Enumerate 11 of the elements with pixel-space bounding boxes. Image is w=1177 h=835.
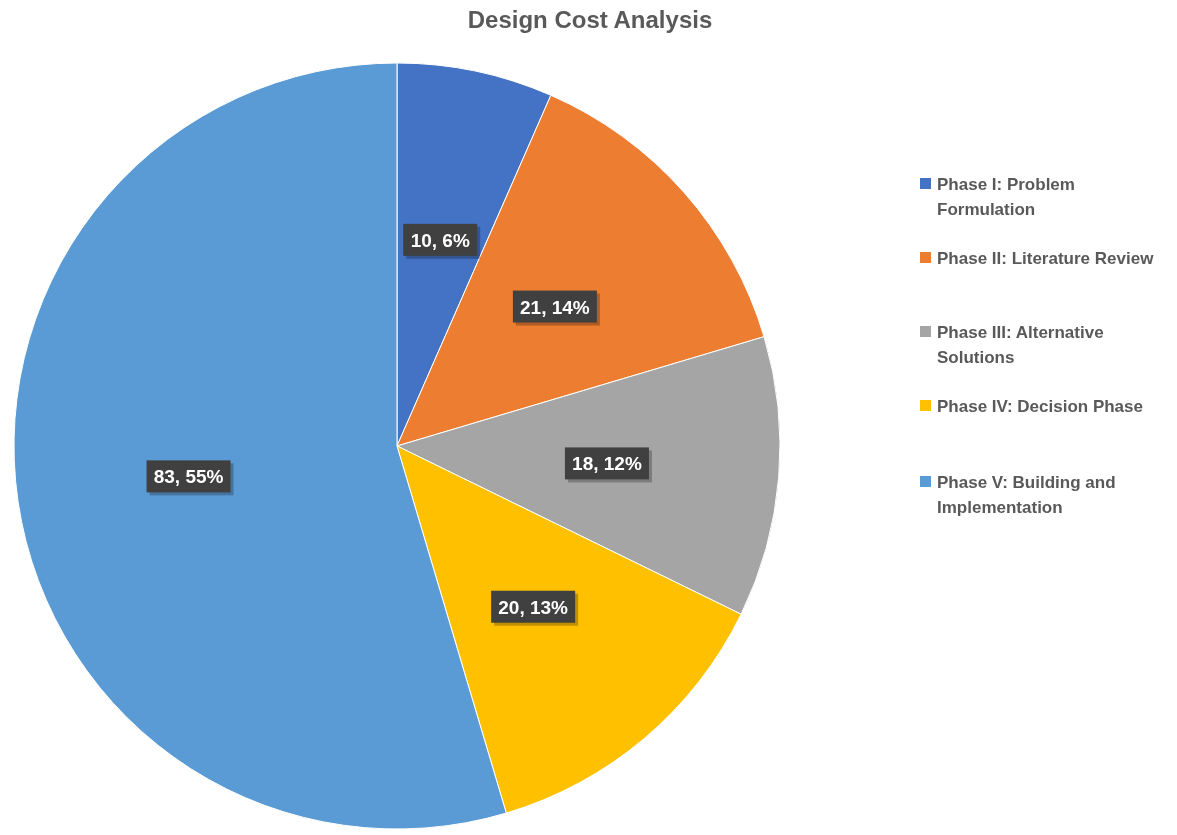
chart-title: Design Cost Analysis	[467, 6, 713, 33]
data-label: 83, 55%	[153, 466, 224, 488]
legend-label: Phase II: Literature Review	[937, 249, 1155, 268]
data-label: 10, 6%	[410, 229, 470, 251]
data-label: 20, 13%	[498, 596, 569, 618]
data-label: 18, 12%	[572, 453, 642, 475]
legend-label: Phase III: Alternative Solutions	[937, 323, 1104, 367]
legend-label: Phase IV: Decision Phase	[937, 397, 1143, 416]
legend-label: Phase I: Problem Formulation	[937, 175, 1075, 219]
data-label: 21, 14%	[520, 296, 590, 318]
legend-label: Phase V: Building and Implementation	[937, 473, 1116, 517]
